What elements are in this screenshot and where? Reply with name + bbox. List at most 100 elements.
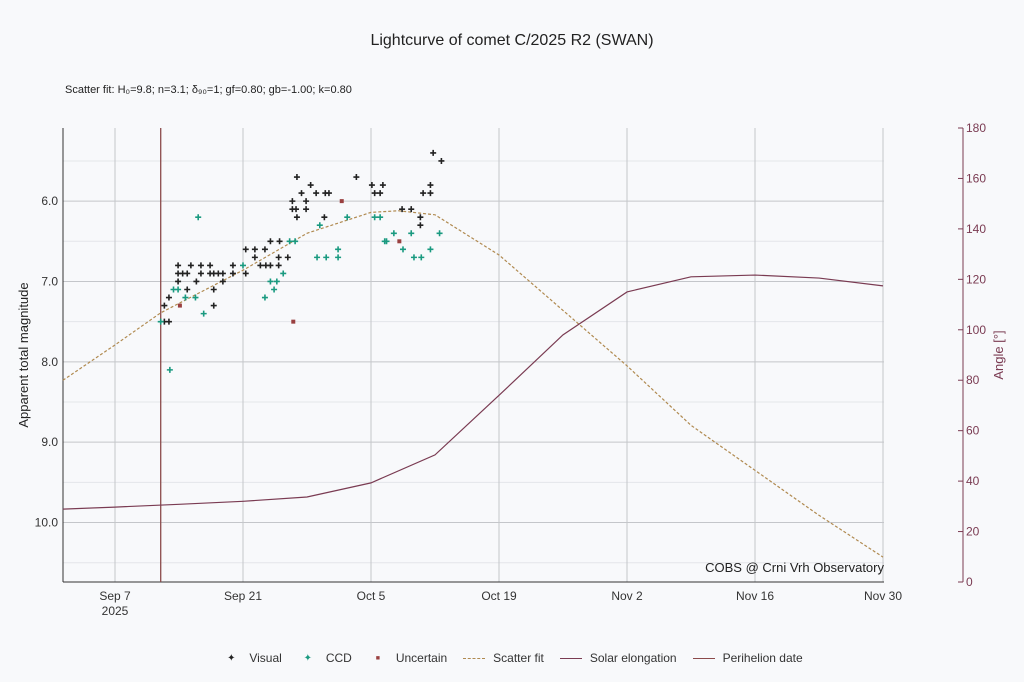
ccd-point [261, 294, 268, 301]
visual-point [430, 149, 437, 156]
uncertain-point [291, 319, 296, 324]
visual-point [197, 270, 204, 277]
visual-point [417, 214, 424, 221]
visual-point [261, 246, 268, 253]
visual-point [207, 262, 214, 269]
ccd-point [335, 254, 342, 261]
visual-point [307, 182, 314, 189]
legend-marker-icon: ✦ [227, 652, 236, 664]
y2-tick-label: 180 [966, 121, 986, 135]
x-tick-label: Nov 30 [864, 589, 902, 603]
chart-subtitle: Scatter fit: H₀=9.8; n=3.1; δ₉₀=1; gf=0.… [65, 84, 352, 96]
x-tick-label: Sep 21 [224, 589, 262, 603]
visual-point [197, 262, 204, 269]
visual-point [175, 278, 182, 285]
legend-item[interactable]: ■ Uncertain [368, 651, 447, 665]
scatter-fit-line [62, 210, 884, 558]
ccd-point [166, 366, 173, 373]
legend-marker-icon: ■ [375, 654, 380, 662]
y2-tick-label: 0 [966, 575, 973, 589]
y2-tick-label: 40 [966, 474, 980, 488]
y-tick-label: 6.0 [41, 194, 58, 208]
visual-point [219, 270, 226, 277]
legend-item[interactable]: ✦ Visual [221, 651, 282, 665]
visual-point [371, 190, 378, 197]
visual-point [251, 254, 258, 261]
visual-point [165, 294, 172, 301]
ccd-point [271, 286, 278, 293]
legend-marker-icon: ✦ [303, 652, 312, 664]
ccd-point [344, 214, 351, 221]
x-tick-label: Nov 16 [736, 589, 774, 603]
ccd-point [280, 270, 287, 277]
y-tick-label: 10.0 [35, 516, 59, 530]
ccd-point [182, 294, 189, 301]
uncertain-point [397, 239, 402, 244]
visual-point [417, 222, 424, 229]
legend-item[interactable]: Scatter fit [463, 651, 544, 665]
solar-elongation-line [62, 274, 884, 510]
visual-point [187, 262, 194, 269]
visual-point [184, 286, 191, 293]
visual-point [210, 302, 217, 309]
visual-point [267, 238, 274, 245]
visual-point [193, 278, 200, 285]
legend-line-icon [463, 657, 486, 659]
visual-point [257, 262, 264, 269]
visual-point [368, 182, 375, 189]
y-tick-label: 8.0 [41, 355, 58, 369]
ccd-point [157, 318, 164, 325]
visual-point [229, 262, 236, 269]
ccd-point [314, 254, 321, 261]
legend-label: Scatter fit [493, 651, 544, 665]
legend-item[interactable]: ✦ CCD [298, 651, 352, 665]
y2-axis-label: Angle [°] [991, 330, 1006, 379]
y2-tick-label: 120 [966, 272, 986, 286]
ccd-point [335, 246, 342, 253]
y2-tick-label: 100 [966, 323, 986, 337]
y-axis-label: Apparent total magnitude [16, 282, 31, 427]
visual-point [210, 286, 217, 293]
ccd-point [273, 278, 280, 285]
visual-point [427, 182, 434, 189]
ccd-point [175, 286, 182, 293]
visual-point [267, 262, 274, 269]
ccd-point [316, 222, 323, 229]
visual-point [321, 214, 328, 221]
y2-tick-label: 140 [966, 222, 986, 236]
y2-tick-label: 80 [966, 373, 980, 387]
legend-line-icon [559, 657, 582, 659]
uncertain-point [339, 199, 344, 204]
visual-point [420, 190, 427, 197]
visual-point [184, 270, 191, 277]
ccd-point [195, 214, 202, 221]
ccd-point [371, 214, 378, 221]
legend-item[interactable]: Solar elongation [559, 651, 677, 665]
watermark: COBS @ Crni Vrh Observatory [705, 560, 884, 575]
legend-label: Visual [249, 651, 282, 665]
legend-label: Uncertain [395, 651, 448, 665]
y-tick-label: 9.0 [41, 435, 58, 449]
legend-item[interactable]: Perihelion date [692, 651, 803, 665]
visual-point [242, 246, 249, 253]
visual-point [313, 190, 320, 197]
visual-point [293, 214, 300, 221]
legend-line-icon [692, 657, 715, 659]
x-tick-label: Nov 2 [611, 589, 643, 603]
legend-label: Solar elongation [589, 651, 677, 665]
visual-point [353, 174, 360, 181]
x-tick-year: 2025 [102, 604, 129, 618]
visual-point [242, 270, 249, 277]
visual-point [293, 174, 300, 181]
ccd-point [286, 238, 293, 245]
ccd-point [436, 230, 443, 237]
y2-tick-label: 20 [966, 525, 980, 539]
visual-point [377, 190, 384, 197]
ccd-point [200, 310, 207, 317]
visual-point [408, 206, 415, 213]
visual-point [161, 302, 168, 309]
visual-point [427, 190, 434, 197]
visual-point [219, 278, 226, 285]
ccd-point [292, 238, 299, 245]
visual-point [399, 206, 406, 213]
